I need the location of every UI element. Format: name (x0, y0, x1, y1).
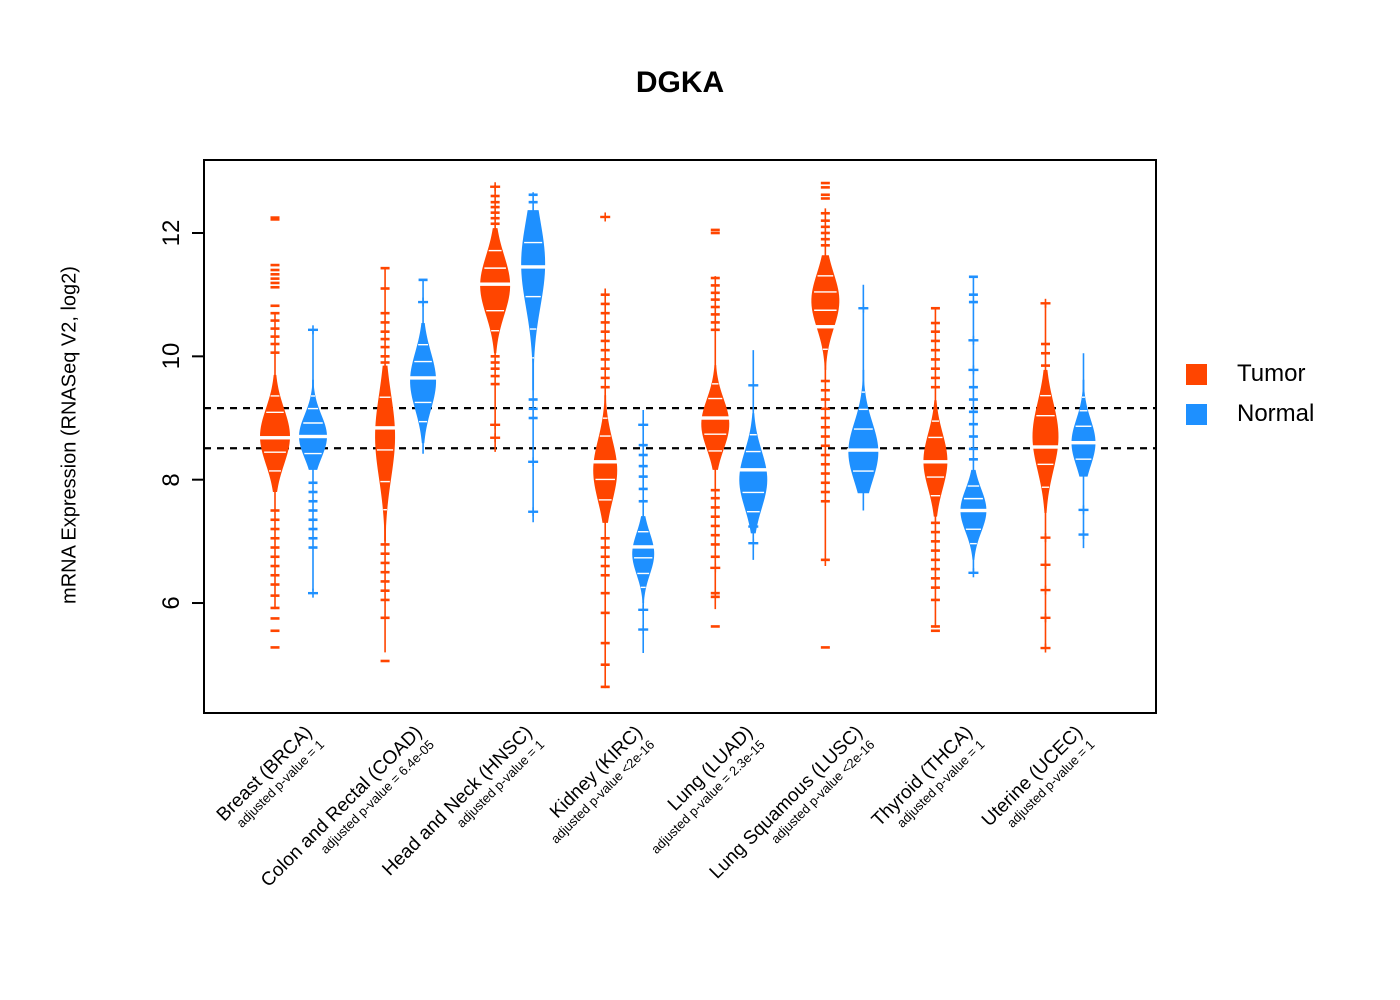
legend-tumor-label: Tumor (1237, 360, 1306, 387)
chart-title: DGKA (635, 66, 725, 99)
violin-tumor-lung-squamous-lusc (811, 181, 840, 649)
violin-normal-thyroid-thca (958, 275, 988, 578)
violin-normal-lung-luad (738, 350, 768, 560)
violin-normal-colon-and-rectal-coad (408, 278, 438, 454)
y-tick-label-10: 10 (158, 342, 185, 370)
legend-normal-label: Normal (1237, 400, 1315, 427)
legend-tumor-swatch (1186, 363, 1207, 385)
violin-normal-lung-squamous-lusc (846, 284, 880, 511)
legend-item-normal: Normal (1186, 400, 1314, 428)
y-tick-label-12: 12 (158, 219, 185, 247)
violin-tumor-thyroid-thca (921, 306, 949, 633)
plot-border (203, 159, 1157, 714)
violin-normal-kidney-kirc (631, 409, 656, 653)
violin-normal-breast-brca (297, 325, 329, 598)
y-tick-label-8: 8 (158, 472, 185, 487)
violin-tumor-head-and-neck-hnsc (478, 182, 512, 452)
violin-tumor-kidney-kirc (592, 212, 619, 689)
violin-tumor-lung-luad (700, 228, 731, 628)
violin-tumor-uterine-ucec (1031, 298, 1060, 653)
violin-tumor-colon-and-rectal-coad (373, 266, 397, 663)
legend-item-tumor: Tumor (1186, 360, 1314, 388)
legend: Tumor Normal (1186, 360, 1314, 440)
y-tick-label-6: 6 (158, 596, 185, 610)
violin-normal-uterine-ucec (1069, 353, 1097, 549)
violin-normal-head-and-neck-hnsc (519, 192, 547, 523)
legend-normal-swatch (1186, 403, 1207, 425)
violin-tumor-breast-brca (258, 216, 292, 649)
